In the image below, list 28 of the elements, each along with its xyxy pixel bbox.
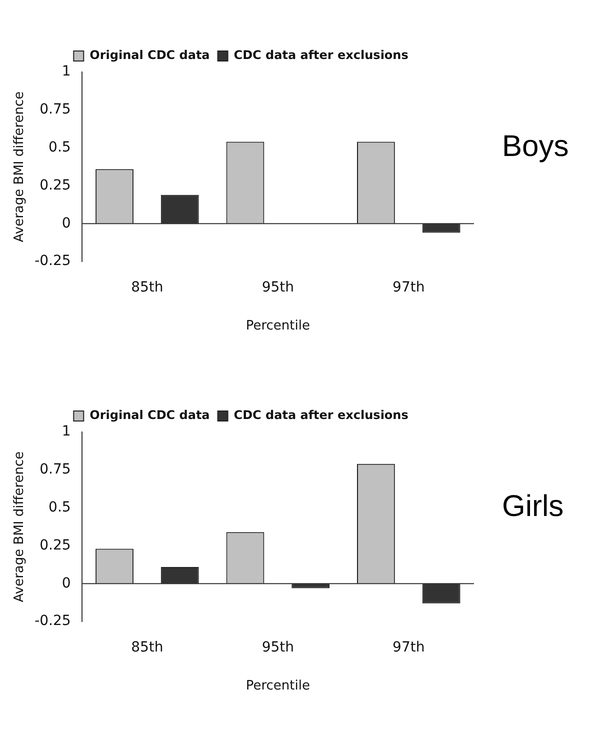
x-tick-label: 95th	[262, 640, 294, 656]
x-tick-label: 95th	[262, 280, 294, 296]
y-tick-label: 0.5	[48, 139, 71, 156]
legend-label: CDC data after exclusions	[234, 408, 408, 422]
text: Boys	[502, 130, 569, 164]
text: Girls	[502, 490, 564, 524]
y-tick-label: 0.25	[40, 177, 71, 194]
legend-label: Original CDC data	[90, 48, 210, 62]
y-tick-label: 1	[62, 424, 71, 440]
y-tick-label: 0.75	[40, 462, 71, 478]
x-tick-label: 85th	[131, 280, 164, 296]
y-axis-title: Average BMI difference	[12, 91, 28, 242]
y-tick-label: -0.25	[34, 613, 71, 630]
x-axis-title: Percentile	[246, 678, 310, 694]
legend-label: CDC data after exclusions	[234, 48, 408, 62]
y-tick-label: -0.25	[34, 253, 71, 270]
y-tick-label: 0.75	[40, 102, 71, 118]
y-tick-label: 0.5	[48, 499, 71, 516]
y-tick-label: 0	[62, 215, 71, 232]
legend-label: Original CDC data	[90, 408, 210, 422]
x-tick-label: 85th	[131, 640, 164, 656]
y-tick-label: 0	[62, 575, 71, 592]
x-tick-label: 97th	[392, 280, 425, 296]
y-tick-label: 0.25	[40, 537, 71, 554]
y-tick-label: 1	[62, 64, 71, 80]
y-axis-title: Average BMI difference	[12, 451, 28, 602]
x-tick-label: 97th	[392, 640, 425, 656]
x-axis-title: Percentile	[246, 318, 310, 334]
